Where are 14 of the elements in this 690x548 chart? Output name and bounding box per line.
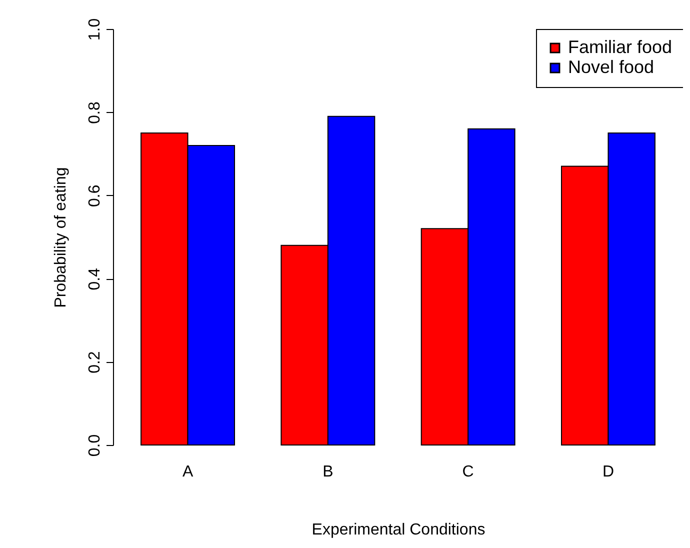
- legend-label: Familiar food: [568, 37, 672, 57]
- legend-label: Novel food: [568, 57, 654, 77]
- y-tick-label: 0.8: [86, 101, 104, 124]
- x-tick-label: C: [462, 464, 474, 480]
- x-axis-title: Experimental Conditions: [312, 522, 486, 538]
- y-axis-title: Probability of eating: [52, 167, 70, 308]
- x-tick-label: A: [182, 464, 194, 480]
- y-tick-label: 1.0: [86, 18, 104, 41]
- x-tick-label: B: [322, 464, 334, 480]
- y-tick-label: 0.4: [86, 268, 104, 290]
- y-tick-label: 0.6: [86, 184, 104, 208]
- x-tick-label: D: [602, 464, 614, 480]
- y-tick-label: 0.0: [86, 434, 104, 457]
- y-tick-label: 0.2: [86, 351, 104, 374]
